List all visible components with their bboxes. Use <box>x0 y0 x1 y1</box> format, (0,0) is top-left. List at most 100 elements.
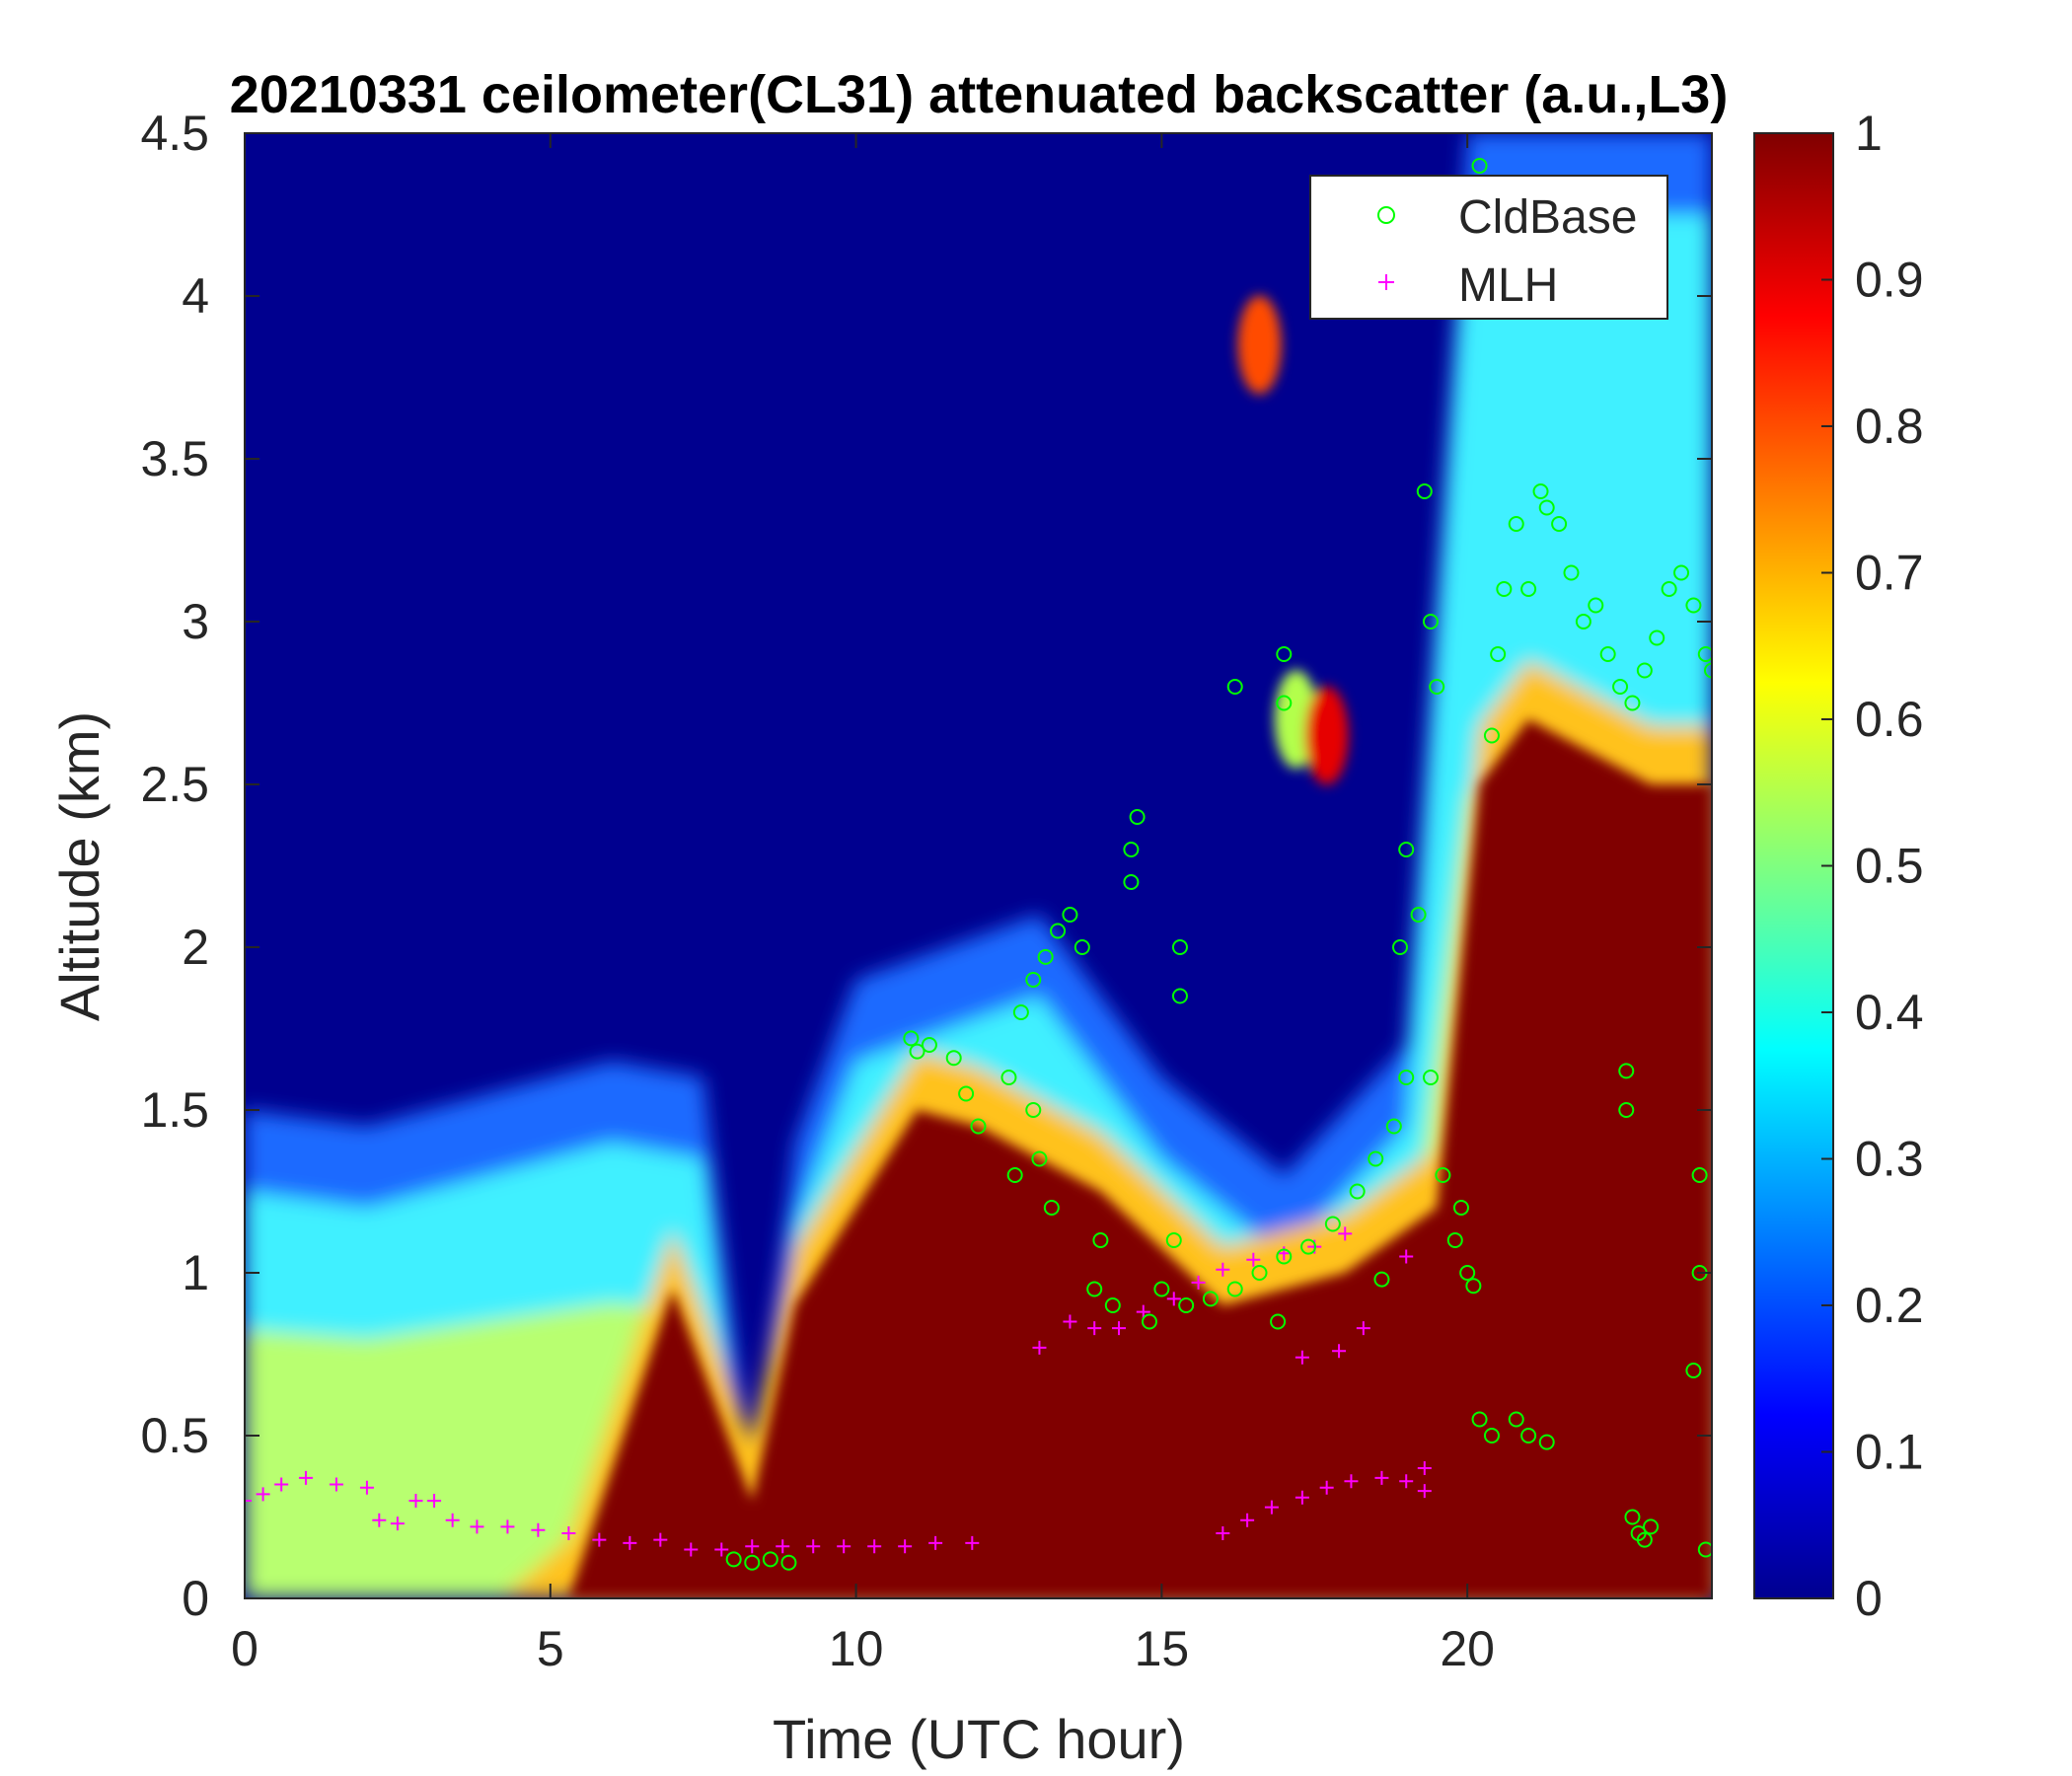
mlh-point <box>1338 1226 1353 1241</box>
saturated-region <box>568 719 1712 1598</box>
cldbase-point <box>1006 1167 1023 1183</box>
cldbase-point <box>1649 629 1665 646</box>
x-tick-label: 20 <box>1440 1621 1495 1676</box>
cldbase-point <box>1368 1150 1384 1167</box>
y-tick-label: 3 <box>182 594 209 649</box>
cldbase-point <box>1435 1167 1451 1183</box>
mlh-point <box>408 1494 423 1508</box>
plot-frame <box>244 132 1713 1599</box>
y-tick-label: 1.5 <box>140 1082 209 1138</box>
cldbase-point <box>1599 646 1616 662</box>
colorbar-ticks: 0 0.1 0.2 0.3 0.4 0.5 0.6 0.7 0.8 0.9 1 <box>1821 106 1924 1626</box>
y-tick-label: 4.5 <box>140 106 209 161</box>
mlh-point <box>653 1532 668 1547</box>
mlh-point <box>256 1487 270 1502</box>
mlh-point <box>837 1539 851 1554</box>
colorbar-tick-label: 0.2 <box>1855 1278 1924 1333</box>
cldbase-point <box>1452 1200 1469 1216</box>
cldbase-point <box>1471 158 1488 174</box>
mlh-point <box>928 1535 943 1550</box>
colorbar-tick-label: 0.6 <box>1855 692 1924 747</box>
cldbase-point <box>1104 1297 1121 1313</box>
mlh-point <box>390 1517 405 1531</box>
cldbase-point <box>1483 1428 1500 1443</box>
cldbase-point <box>780 1554 797 1571</box>
cldbase-point <box>1031 1150 1048 1167</box>
mlh-point <box>1417 1461 1432 1475</box>
cldbase-point <box>1588 597 1604 614</box>
cldbase-point <box>1226 679 1243 695</box>
cldbase-point <box>1073 939 1090 955</box>
cldbase-point <box>1575 614 1591 629</box>
mlh-point <box>1240 1513 1255 1527</box>
mlh-point <box>274 1477 289 1492</box>
mlh-point <box>1374 1470 1389 1485</box>
cldbase-point <box>1422 1070 1439 1085</box>
cldbase-point <box>1538 1434 1555 1450</box>
mlh-point <box>1032 1340 1047 1355</box>
cldbase-point <box>1037 948 1054 965</box>
colorbar: 0 0.1 0.2 0.3 0.4 0.5 0.6 0.7 0.8 0.9 1 <box>1753 106 1924 1626</box>
cldbase-point <box>1025 972 1042 988</box>
y-tick-label: 1 <box>182 1245 209 1300</box>
mlh-point <box>898 1539 913 1554</box>
cldbase-point <box>1471 1411 1488 1428</box>
cldbase-point <box>1092 1232 1109 1248</box>
cldbase-point <box>1416 483 1433 499</box>
cldbase-point <box>903 1030 920 1047</box>
colorbar-tick-label: 0.7 <box>1855 546 1924 601</box>
cldbase-point <box>1459 1265 1476 1281</box>
cldbase-point <box>1178 1297 1195 1313</box>
cldbase-point <box>1612 679 1629 695</box>
mlh-point <box>1356 1321 1370 1336</box>
cldbase-point <box>744 1554 761 1571</box>
mlh-point <box>1344 1474 1359 1489</box>
chart-title: 20210331 ceilometer(CL31) attenuated bac… <box>230 65 1729 124</box>
cldbase-point <box>1050 923 1067 939</box>
legend-mlh-marker <box>1378 274 1394 290</box>
mlh-point <box>1136 1304 1150 1319</box>
x-tick-label: 10 <box>829 1621 884 1676</box>
cloud-patches <box>1237 295 1349 785</box>
y-axis-label: Altitude (km) <box>48 711 111 1021</box>
cldbase-point <box>970 1118 987 1135</box>
y-tick-label: 4 <box>182 268 209 324</box>
mlh-point <box>427 1494 442 1508</box>
colorbar-tick-label: 0.3 <box>1855 1132 1924 1187</box>
mlh-point <box>561 1526 576 1540</box>
cldbase-point <box>1624 695 1641 711</box>
cldbase-point <box>1685 1363 1702 1378</box>
mlh-point <box>500 1519 515 1534</box>
cldbase-point <box>1251 1265 1268 1281</box>
cldbase-point <box>1276 695 1293 711</box>
mlh-point <box>1216 1526 1230 1540</box>
mlh-point <box>470 1519 484 1534</box>
cldbase-point <box>1165 1232 1182 1248</box>
mlh-point <box>245 1494 252 1508</box>
y-tick-label: 2 <box>182 920 209 975</box>
cldbase-point <box>725 1551 742 1568</box>
cldbase-point <box>1643 1518 1660 1535</box>
mlh-point <box>1112 1321 1126 1336</box>
mlh-point <box>1166 1292 1181 1306</box>
cldbase-point <box>1043 1200 1060 1216</box>
cldbase-point <box>1429 679 1445 695</box>
cldbase-point <box>1520 1428 1537 1443</box>
cldbase-point <box>1398 842 1415 857</box>
cldbase-point <box>1618 1063 1635 1079</box>
legend-mlh-label: MLH <box>1458 259 1558 312</box>
x-axis: 0 5 10 15 20 <box>231 133 1495 1676</box>
colorbar-tick-label: 1 <box>1855 106 1883 161</box>
mlh-point <box>1399 1249 1414 1264</box>
cldbase-point <box>1520 581 1537 597</box>
cldbase-point <box>1398 1070 1415 1085</box>
mlh-point <box>1295 1490 1309 1505</box>
mlh-point <box>1063 1314 1077 1329</box>
cldbase-point <box>1086 1281 1103 1297</box>
mlh-point <box>1087 1321 1102 1336</box>
cldbase-point <box>1636 1531 1653 1548</box>
cldbase-point <box>1392 939 1409 955</box>
saturated-core <box>568 719 1712 1598</box>
x-tick-label: 0 <box>231 1621 259 1676</box>
cldbase-point <box>1661 581 1677 597</box>
